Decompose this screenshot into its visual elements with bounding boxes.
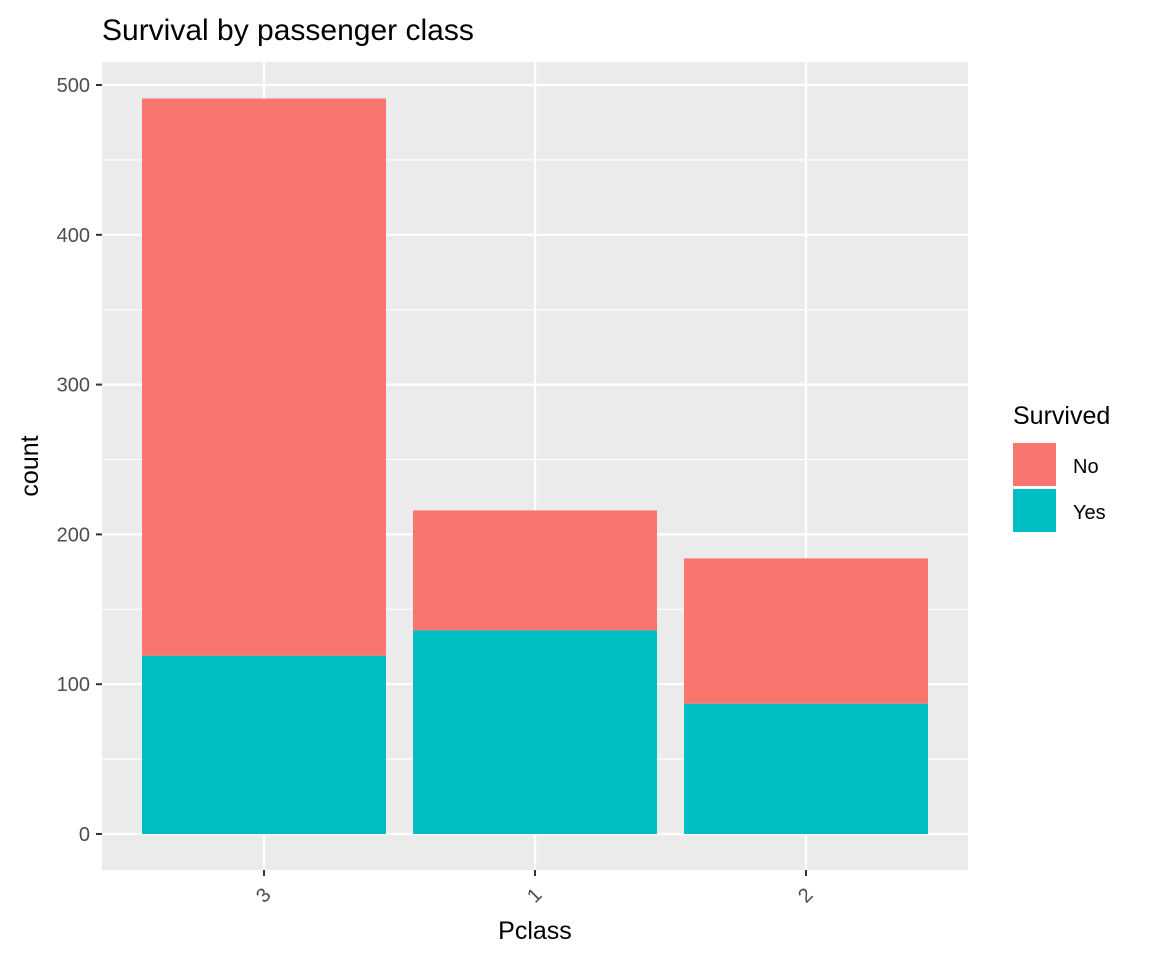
bar-yes-1: [413, 630, 657, 834]
legend: Survived No Yes: [1013, 402, 1110, 532]
y-tick-label: 200: [57, 524, 90, 546]
x-tick-label: 3: [252, 884, 275, 907]
y-tick-label: 100: [57, 674, 90, 696]
bar-yes-3: [142, 655, 386, 834]
legend-key-yes: [1013, 489, 1056, 532]
y-axis: 0 100 200 300 400 500: [57, 75, 102, 846]
x-tick-label: 2: [794, 884, 817, 907]
bar-no-2: [684, 558, 928, 704]
y-tick-label: 500: [57, 75, 90, 97]
bar-no-3: [142, 98, 386, 656]
bar-yes-2: [684, 703, 928, 834]
y-axis-title: count: [16, 435, 44, 496]
x-axis: 3 1 2: [252, 870, 817, 907]
y-tick-label: 0: [79, 824, 90, 846]
bars: [142, 98, 928, 834]
y-tick-label: 400: [57, 225, 90, 247]
y-tick-label: 300: [57, 375, 90, 397]
legend-title: Survived: [1013, 402, 1110, 430]
legend-key-no: [1013, 443, 1056, 486]
legend-label-yes: Yes: [1073, 502, 1106, 524]
x-axis-title: Pclass: [498, 917, 572, 945]
bar-no-1: [413, 510, 657, 631]
x-tick-label: 1: [523, 884, 546, 907]
chart-title: Survival by passenger class: [102, 14, 474, 47]
legend-label-no: No: [1073, 456, 1099, 478]
